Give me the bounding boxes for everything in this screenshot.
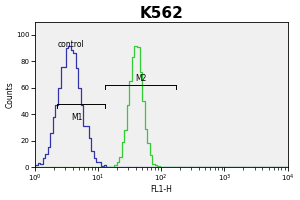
- Text: control: control: [58, 40, 85, 49]
- X-axis label: FL1-H: FL1-H: [150, 185, 172, 194]
- Text: M1: M1: [71, 113, 82, 122]
- Text: M2: M2: [135, 74, 146, 83]
- Title: K562: K562: [139, 6, 183, 21]
- Y-axis label: Counts: Counts: [6, 81, 15, 108]
